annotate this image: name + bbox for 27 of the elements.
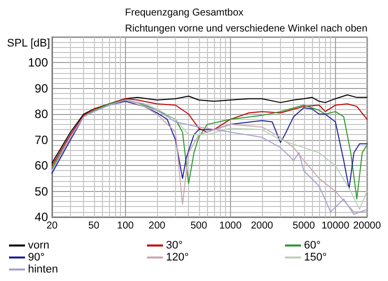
legend-label: 90° <box>28 252 45 264</box>
x-tick-label: 5000 <box>292 220 316 232</box>
y-axis-title: SPL [dB] <box>7 38 50 50</box>
x-tick-label: 20 <box>46 220 58 232</box>
x-tick-label: 500 <box>190 220 208 232</box>
x-tick-label: 100 <box>117 220 134 232</box>
legend-label: 60° <box>304 240 321 252</box>
y-tick-label: 80 <box>34 107 48 122</box>
legend-label: vorn <box>28 240 50 252</box>
legend-label: 30° <box>166 240 183 252</box>
legend-label: 150° <box>304 252 327 264</box>
y-tick-label: 70 <box>34 132 48 147</box>
x-tick-label: 2000 <box>250 220 274 232</box>
chart-title: Frequenzgang Gesamtbox <box>125 8 244 18</box>
y-tick-label: 90 <box>34 81 48 96</box>
y-tick-label: 40 <box>34 210 48 224</box>
y-tick-label: 50 <box>34 184 48 198</box>
y-tick-label: 100 <box>28 56 48 70</box>
x-tick-label: 10000 <box>321 220 350 232</box>
x-tick-label: 50 <box>88 220 100 232</box>
x-tick-label: 200 <box>148 220 166 232</box>
y-tick-label: 60 <box>34 158 48 173</box>
legend-label: 120° <box>166 252 189 264</box>
x-tick-label: 20000 <box>353 220 382 232</box>
x-tick-label: 1000 <box>219 220 242 232</box>
legend-label: hinten <box>28 264 58 276</box>
chart-subtitle: Richtungen vorne und verschiedene Winkel nach oben <box>125 24 368 34</box>
